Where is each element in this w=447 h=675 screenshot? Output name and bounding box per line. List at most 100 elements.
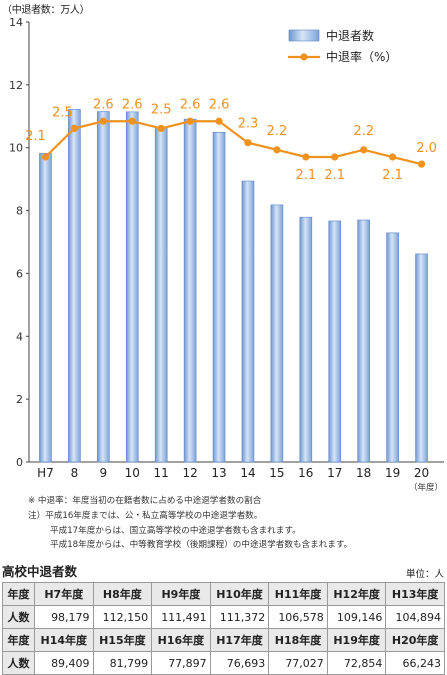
year-cell: H15年度 <box>92 628 153 652</box>
count-cell: 77,027 <box>268 651 328 675</box>
rate-point-13 <box>215 117 223 125</box>
dropout-table-part-2: 年度 H14年度 H15年度 H16年度 H17年度 H18年度 H19年度 H… <box>2 628 445 675</box>
count-cell: 72,854 <box>326 651 387 675</box>
x-tick-label: 8 <box>71 466 79 480</box>
count-cell: 111,491 <box>151 605 211 629</box>
bar-8 <box>68 109 81 463</box>
count-cell: 89,409 <box>34 651 94 675</box>
table-unit: 単位：人 <box>405 569 444 580</box>
x-axis-unit-label: （年度） <box>409 482 443 493</box>
count-cell: 109,146 <box>326 605 387 629</box>
rate-point-11 <box>157 124 165 132</box>
table-count-row: 人数 89,409 81,799 77,897 76,693 77,027 72… <box>2 651 445 675</box>
year-cell: H18年度 <box>268 628 328 652</box>
rate-label-10: 2.6 <box>122 97 143 112</box>
bar-12 <box>183 118 197 463</box>
dropout-table-part-1: 年度 H7年度 H8年度 H9年度 H10年度 H11年度 H12年度 H13年… <box>2 582 445 629</box>
bar-9 <box>97 111 110 463</box>
x-tick-label: 14 <box>240 466 255 480</box>
rate-point-19 <box>389 153 397 161</box>
table-year-row: 年度 H14年度 H15年度 H16年度 H17年度 H18年度 H19年度 H… <box>2 628 445 652</box>
bar-15 <box>270 204 284 463</box>
bar-14 <box>241 180 255 463</box>
y-tick-label: 10 <box>9 142 23 155</box>
count-cell: 98,179 <box>34 605 94 629</box>
bar-H7 <box>39 153 52 463</box>
rate-point-18 <box>360 146 368 154</box>
rate-point-8 <box>70 124 78 132</box>
count-cell: 77,897 <box>151 651 211 675</box>
rate-line <box>44 120 422 166</box>
rate-label-13: 2.6 <box>209 97 230 112</box>
rate-point-H7 <box>41 153 50 161</box>
y-tick-label: 4 <box>16 330 23 343</box>
bar-20 <box>415 253 428 463</box>
row-label-year: 年度 <box>2 628 35 652</box>
y-tick-label: 6 <box>16 267 23 280</box>
y-tick-label: 0 <box>16 456 23 469</box>
x-tick-label: 15 <box>269 466 284 480</box>
year-cell: H8年度 <box>92 582 153 606</box>
row-label-count: 人数 <box>2 651 35 675</box>
legend-line-label: 中退率（%） <box>326 49 397 64</box>
legend-bar-swatch <box>288 29 320 42</box>
rate-label-9: 2.6 <box>93 97 114 112</box>
bar-10 <box>125 111 139 463</box>
y-tick-label: 8 <box>16 205 23 218</box>
bar-13 <box>212 132 226 463</box>
year-cell: H17年度 <box>209 628 270 652</box>
count-cell: 104,894 <box>385 605 445 629</box>
year-cell: H16年度 <box>151 628 211 652</box>
year-cell: H7年度 <box>34 582 94 606</box>
note-line-3: 平成17年度からは、国立高等学校の中途退学者数も含まれます。 <box>50 525 301 536</box>
bar-17 <box>328 220 342 463</box>
rate-label-16: 2.1 <box>295 168 316 183</box>
bar-11 <box>154 126 168 463</box>
rate-label-14: 2.3 <box>238 117 259 132</box>
x-tick-label: 13 <box>211 466 226 480</box>
year-cell: H9年度 <box>151 582 211 606</box>
rate-label-8: 2.5 <box>52 105 73 120</box>
legend-bar-label: 中退者数 <box>326 28 374 43</box>
y-axis-unit-label: （中退者数：万人） <box>2 5 90 16</box>
chart-notes: ※ 中退率：年度当初の在籍者数に占める中途退学者数の割合 注）平成16年度までは… <box>28 494 446 553</box>
note-line-2: 注）平成16年度までは、公・私立高等学校の中途退学者数。 <box>28 510 263 521</box>
table-title: 高校中退者数 <box>2 564 78 579</box>
y-tick-label: 12 <box>9 79 23 92</box>
year-cell: H10年度 <box>209 582 270 606</box>
rate-label-17: 2.1 <box>324 168 345 183</box>
year-cell: H13年度 <box>385 582 445 606</box>
x-tick-label: 20 <box>414 466 429 480</box>
count-cell: 111,372 <box>209 605 270 629</box>
dropout-chart: 0 2 4 6 8 10 12 14 H7 8 9 10 11 12 13 14 15 16 17 18 19 20 （年度… <box>9 16 444 493</box>
rate-label-15: 2.2 <box>267 124 288 139</box>
rate-label-19: 2.1 <box>382 168 403 183</box>
count-cell: 106,578 <box>268 605 328 629</box>
rate-label-12: 2.6 <box>180 97 201 112</box>
x-tick-label: 18 <box>356 466 371 480</box>
count-cell: 81,799 <box>92 651 153 675</box>
x-tick-label: 10 <box>125 466 140 480</box>
table-year-row: 年度 H7年度 H8年度 H9年度 H10年度 H11年度 H12年度 H13年… <box>2 582 445 606</box>
note-line-4: 平成18年度からは、中等教育学校（後期課程）の中途退学者数も含まれます。 <box>50 540 353 551</box>
rate-point-15 <box>273 146 281 154</box>
row-label-count: 人数 <box>2 605 35 629</box>
rate-point-14 <box>244 139 252 147</box>
row-label-year: 年度 <box>2 582 35 606</box>
x-tick-label: 11 <box>154 466 169 480</box>
rate-label-18: 2.2 <box>353 124 374 139</box>
rate-label-11: 2.5 <box>151 102 172 117</box>
x-tick-label: H7 <box>37 466 54 480</box>
count-cell: 76,693 <box>209 651 270 675</box>
year-cell: H14年度 <box>34 628 94 652</box>
rate-label-H7: 2.1 <box>25 129 46 144</box>
bar-18 <box>357 219 370 463</box>
rate-point-17 <box>331 153 339 161</box>
rate-point-20 <box>417 160 426 168</box>
x-tick-label: 17 <box>327 466 342 480</box>
rate-label-20: 2.0 <box>416 141 437 156</box>
bar-16 <box>299 216 313 463</box>
legend-line-marker <box>300 53 308 61</box>
y-tick-label: 2 <box>16 393 23 406</box>
year-cell: H12年度 <box>326 582 387 606</box>
